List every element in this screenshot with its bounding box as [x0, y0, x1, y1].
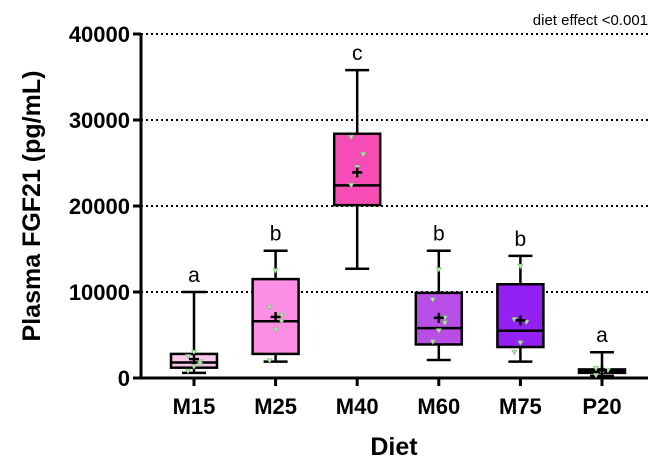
boxes — [169, 68, 627, 379]
data-point — [429, 297, 436, 303]
data-point — [190, 364, 198, 370]
significance-letters: a b c b b a — [188, 42, 608, 347]
box-m75 — [496, 254, 545, 363]
data-point — [196, 359, 204, 365]
y-ticks: 0 10000 20000 30000 40000 — [69, 22, 141, 391]
x-tick-label-m40: M40 — [336, 394, 379, 419]
data-point — [348, 134, 355, 141]
diet-effect-annotation: diet effect <0.001 — [533, 12, 648, 29]
data-point — [272, 268, 279, 274]
box-p20 — [577, 350, 627, 379]
data-point — [517, 340, 524, 346]
data-point — [592, 373, 600, 379]
data-point — [441, 320, 448, 326]
gridlines — [141, 33, 648, 293]
sig-letter-m60: b — [433, 223, 445, 246]
x-axis-title: Diet — [370, 433, 418, 461]
y-tick-label: 0 — [118, 366, 130, 391]
data-point — [435, 328, 442, 334]
sig-letter-p20: a — [596, 324, 608, 347]
box-m40 — [332, 68, 382, 271]
sig-letter-m15: a — [188, 264, 200, 287]
data-point — [266, 358, 273, 364]
data-point — [348, 183, 355, 189]
box-m15 — [169, 290, 219, 375]
x-tick-label-p20: P20 — [582, 394, 621, 419]
iqr-box — [332, 132, 382, 207]
data-point — [435, 267, 442, 273]
sig-letter-m40: c — [352, 42, 363, 65]
x-ticks: M15 M25 M40 M60 M75 P20 — [173, 378, 622, 419]
box-m60 — [414, 249, 464, 362]
box-m25 — [251, 249, 300, 364]
data-point — [592, 366, 600, 372]
data-point — [511, 349, 518, 356]
data-point — [429, 339, 436, 345]
y-tick-label: 40000 — [69, 22, 130, 47]
x-tick-label-m75: M75 — [499, 394, 542, 419]
data-point — [278, 312, 285, 319]
sig-letter-m25: b — [270, 223, 282, 246]
y-tick-label: 30000 — [69, 108, 130, 133]
data-point — [196, 361, 204, 368]
data-point — [360, 152, 367, 158]
data-point — [184, 368, 192, 375]
x-tick-label-m25: M25 — [254, 394, 297, 419]
y-axis-title: Plasma FGF21 (pg/mL) — [18, 71, 46, 342]
y-tick-label: 10000 — [69, 280, 130, 305]
data-point — [272, 327, 279, 333]
x-tick-label-m15: M15 — [173, 394, 216, 419]
data-point — [517, 263, 524, 270]
data-point — [184, 354, 192, 360]
data-point — [190, 349, 198, 356]
data-point — [278, 318, 285, 325]
x-tick-label-m60: M60 — [417, 394, 460, 419]
data-point — [266, 305, 273, 311]
sig-letter-m75: b — [515, 228, 527, 251]
y-tick-label: 20000 — [69, 194, 130, 219]
